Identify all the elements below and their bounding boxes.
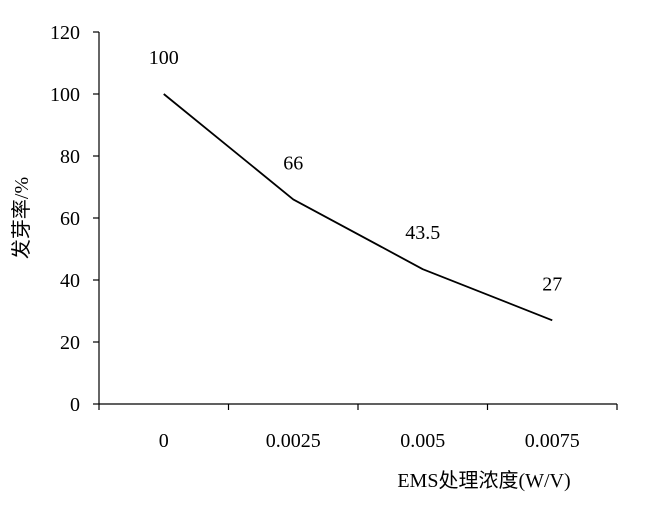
- y-tick-label: 20: [60, 332, 80, 354]
- data-labels: 100 66 43.5 27: [149, 47, 563, 295]
- y-tick-label: 0: [70, 394, 80, 416]
- x-axis-title: EMS处理浓度(W/V): [397, 469, 570, 492]
- data-label: 66: [283, 152, 303, 174]
- x-tick-label: 0.0025: [266, 430, 321, 452]
- y-tick-label: 120: [50, 22, 80, 44]
- y-tick-label: 100: [50, 84, 80, 106]
- x-tick-label: 0.0075: [525, 430, 580, 452]
- tick-labels: 0 20 40 60 80 100 120 0 0.0025 0.005 0.0075: [50, 22, 580, 452]
- y-axis-title: 发芽率/%: [10, 177, 33, 259]
- x-tick-label: 0: [159, 430, 169, 452]
- series-line: [163, 93, 553, 322]
- y-tick-label: 60: [60, 208, 80, 230]
- data-label: 43.5: [405, 222, 440, 244]
- data-label: 100: [149, 47, 179, 69]
- series: [163, 93, 553, 322]
- y-tick-label: 40: [60, 270, 80, 292]
- axes: [93, 31, 618, 410]
- y-tick-label: 80: [60, 146, 80, 168]
- data-label: 27: [542, 273, 562, 295]
- x-tick-label: 0.005: [400, 430, 445, 452]
